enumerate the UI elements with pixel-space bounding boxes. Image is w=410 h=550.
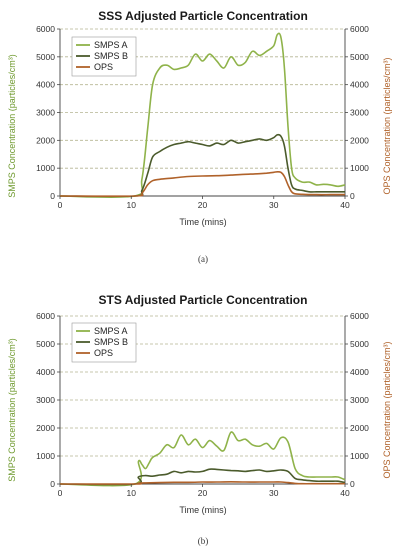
x-tick-label: 10 [127, 200, 137, 210]
chart-title: STS Adjusted Particle Concentration [99, 293, 308, 307]
chart-panel-a: SSS Adjusted Particle Concentration 0 10 2… [7, 9, 392, 264]
y2-axis-label: OPS Concentration (particles/cm³) [382, 341, 392, 478]
x-tick-label: 10 [127, 488, 137, 498]
tick-labels: 0 10 20 30 400100020003000400050006000010002… [36, 311, 369, 498]
legend-label: SMPS A [94, 326, 128, 336]
chart-title: SSS Adjusted Particle Concentration [98, 9, 308, 23]
x-tick-label: 0 [58, 200, 63, 210]
caption: (b) [198, 536, 209, 546]
x-tick-label: 20 [198, 200, 208, 210]
grid-lines [60, 315, 345, 457]
series-line-smps-b [59, 468, 346, 486]
x-tick-label: 40 [340, 200, 350, 210]
y-tick-label: 3000 [36, 395, 55, 405]
y-tick-label: 1000 [36, 163, 55, 173]
tick-labels: 0 10 20 30 400100020003000400050006000010002… [36, 24, 369, 210]
x-tick-label: 40 [340, 488, 350, 498]
y-tick-label: 2000 [36, 423, 55, 433]
y2-tick-label: 2000 [350, 135, 369, 145]
y2-tick-label: 5000 [350, 52, 369, 62]
y2-tick-label: 6000 [350, 311, 369, 321]
y-axis-label: SMPS Concentration (particles/cm³) [7, 338, 17, 482]
series-line-smps-a [59, 32, 346, 199]
legend-label: SMPS B [94, 51, 128, 61]
y-tick-label: 6000 [36, 311, 55, 321]
series-lines [59, 431, 346, 487]
y-axis-label: SMPS Concentration (particles/cm³) [7, 54, 17, 198]
y-tick-label: 4000 [36, 80, 55, 90]
y2-tick-label: 0 [350, 191, 355, 201]
x-tick-label: 30 [269, 200, 279, 210]
y2-tick-label: 3000 [350, 395, 369, 405]
y2-tick-label: 4000 [350, 367, 369, 377]
y2-tick-label: 4000 [350, 80, 369, 90]
caption: (a) [198, 254, 208, 264]
chart-panel-b: STS Adjusted Particle Concentration 0 10 2… [7, 293, 392, 546]
legend-label: SMPS B [94, 337, 128, 347]
x-tick-label: 20 [198, 488, 208, 498]
series-lines [59, 32, 346, 199]
y-tick-label: 2000 [36, 135, 55, 145]
y-tick-label: 3000 [36, 108, 55, 118]
y-tick-label: 0 [50, 479, 55, 489]
y-tick-label: 4000 [36, 367, 55, 377]
y2-axis-label: OPS Concentration (particles/cm³) [382, 57, 392, 194]
series-line-ops [59, 481, 345, 485]
y-tick-label: 5000 [36, 339, 55, 349]
x-tick-label: 30 [269, 488, 279, 498]
x-axis-label: Time (mins) [179, 505, 226, 515]
y-tick-label: 5000 [36, 52, 55, 62]
y2-tick-label: 2000 [350, 423, 369, 433]
y-tick-label: 1000 [36, 451, 55, 461]
y2-tick-label: 1000 [350, 163, 369, 173]
x-tick-label: 0 [58, 488, 63, 498]
y2-tick-label: 0 [350, 479, 355, 489]
x-axis-label: Time (mins) [179, 217, 226, 227]
legend-label: SMPS A [94, 40, 128, 50]
y2-tick-label: 1000 [350, 451, 369, 461]
series-line-ops [59, 170, 345, 198]
series-line-smps-a [59, 431, 346, 487]
y-tick-label: 6000 [36, 24, 55, 34]
y2-tick-label: 6000 [350, 24, 369, 34]
y2-tick-label: 3000 [350, 108, 369, 118]
series-line-smps-b [59, 133, 345, 198]
y-tick-label: 0 [50, 191, 55, 201]
legend-label: OPS [94, 62, 113, 72]
legend-label: OPS [94, 348, 113, 358]
y2-tick-label: 5000 [350, 339, 369, 349]
